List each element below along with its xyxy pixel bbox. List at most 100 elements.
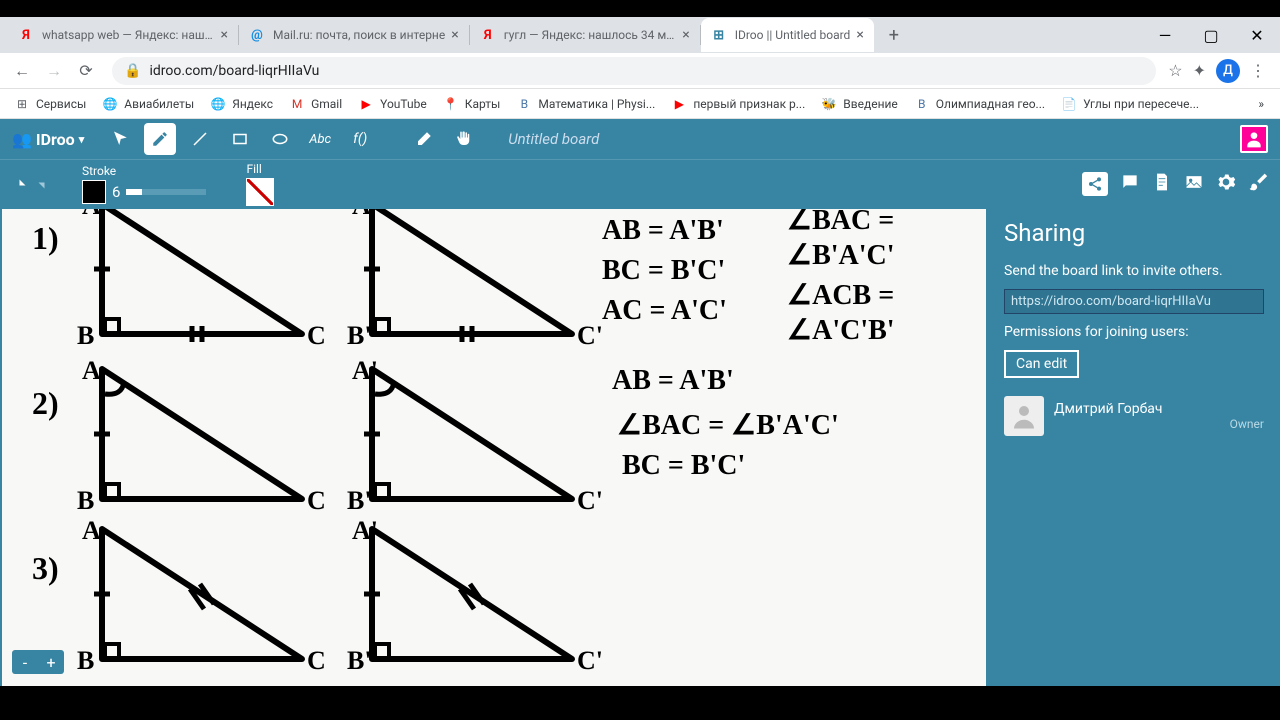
bookmark-item[interactable]: 📄Углы при пересече... (1055, 92, 1205, 116)
permissions-button[interactable]: Can edit (1004, 350, 1079, 378)
close-tab-icon[interactable]: × (451, 27, 458, 43)
image-icon[interactable] (1184, 172, 1204, 196)
bookmark-label: Авиабилеты (124, 97, 194, 111)
close-tab-icon[interactable]: × (856, 27, 863, 43)
close-window-button[interactable]: ✕ (1234, 17, 1280, 53)
svg-text:C': C' (577, 486, 603, 515)
svg-text:AB = A'B': AB = A'B' (602, 215, 724, 246)
back-button[interactable]: ← (8, 57, 36, 85)
favicon: Я (480, 27, 496, 43)
bookmark-item[interactable]: 📍Карты (437, 92, 507, 116)
browser-tab[interactable]: Ягугл — Яндекс: нашлось 34 млн × (470, 18, 700, 52)
bookmark-label: Олимпиадная гео... (936, 97, 1045, 111)
tab-title: IDroo || Untitled board (735, 28, 851, 42)
svg-text:BC = B'C': BC = B'C' (622, 450, 745, 481)
close-tab-icon[interactable]: × (221, 27, 228, 43)
favicon: ⊞ (711, 27, 727, 43)
new-tab-button[interactable]: + (880, 21, 908, 49)
idroo-app: 👥 IDroo ▾ Abc f() Untitled board Stroke … (0, 119, 1280, 686)
bookmark-icon: ▶ (671, 96, 687, 112)
document-icon[interactable] (1152, 172, 1172, 196)
svg-text:C': C' (577, 646, 603, 675)
text-tool[interactable]: Abc (304, 123, 336, 155)
bookmark-icon: 🌐 (102, 96, 118, 112)
reload-button[interactable]: ⟳ (72, 57, 100, 85)
bookmark-label: Математика | Physi... (538, 97, 655, 111)
bookmark-item[interactable]: ⊞Сервисы (8, 92, 92, 116)
svg-text:2): 2) (32, 385, 59, 421)
share-icon[interactable] (1082, 172, 1108, 196)
sharing-description: Send the board link to invite others. (1004, 263, 1264, 279)
close-tab-icon[interactable]: × (682, 27, 689, 43)
bookmark-label: Углы при пересече... (1083, 97, 1199, 111)
zoom-controls: - + (12, 650, 64, 674)
profile-avatar[interactable]: Д (1216, 59, 1240, 83)
arrow-in-icon[interactable] (12, 175, 30, 193)
brush-icon[interactable] (1248, 172, 1268, 196)
browser-tab[interactable]: Яwhatsapp web — Яндекс: нашло× (8, 18, 238, 52)
bookmark-icon: ⊞ (14, 96, 30, 112)
user-row: Дмитрий Горбач Owner (1004, 396, 1264, 436)
arrow-out-icon[interactable] (34, 175, 52, 193)
bookmark-label: Введение (843, 97, 898, 111)
lock-icon: 🔒 (124, 63, 141, 79)
svg-text:C: C (307, 486, 326, 515)
settings-icon[interactable] (1216, 172, 1236, 196)
zoom-in-button[interactable]: + (38, 650, 64, 674)
eraser-tool[interactable] (408, 123, 440, 155)
stroke-color[interactable] (82, 180, 106, 204)
svg-text:∠A'C'B': ∠A'C'B' (787, 315, 895, 346)
bookmark-item[interactable]: ▶первый признак р... (665, 92, 811, 116)
svg-text:B: B (77, 321, 94, 350)
chevron-down-icon: ▾ (79, 133, 85, 146)
browser-tab[interactable]: @ Mail.ru: почта, поиск в интерне × (239, 18, 469, 52)
svg-text:A: A (82, 516, 101, 545)
svg-text:A: A (82, 209, 101, 220)
bookmark-item[interactable]: 🌐Яндекс (204, 92, 279, 116)
bookmark-item[interactable]: 🌐 Авиабилеты (96, 92, 200, 116)
board-title[interactable]: Untitled board (508, 130, 599, 148)
tab-title: гугл — Яндекс: нашлось 34 млн (504, 28, 677, 42)
properties-toolbar: Stroke 6 Fill (0, 159, 1280, 207)
browser-tab[interactable]: ⊞ IDroo || Untitled board × (701, 18, 874, 52)
bookmark-item[interactable]: BМатематика | Physi... (510, 92, 661, 116)
bookmark-item[interactable]: 🐝Введение (815, 92, 904, 116)
fill-color[interactable] (246, 178, 274, 206)
url-input[interactable]: 🔒 idroo.com/board-liqrHIIaVu (112, 57, 1156, 85)
canvas[interactable]: 1)2)3)ABCA'B'C'ABCA'B'C'ABCA'B'C'AB = A'… (2, 209, 986, 686)
svg-text:B': B' (347, 646, 372, 675)
minimize-button[interactable]: — (1142, 17, 1188, 53)
user-avatar[interactable] (1240, 125, 1268, 153)
bookmark-item[interactable]: MGmail (283, 92, 348, 116)
favicon: @ (249, 27, 265, 43)
share-url-input[interactable]: https://idroo.com/board-liqrHIIaVu (1004, 289, 1264, 314)
svg-text:∠BAC = ∠B'A'C': ∠BAC = ∠B'A'C' (617, 410, 839, 441)
sharing-panel: Sharing Send the board link to invite ot… (988, 207, 1280, 686)
formula-tool[interactable]: f() (344, 123, 376, 155)
user-avatar-icon (1004, 396, 1044, 436)
tab-title: Mail.ru: почта, поиск в интерне (273, 28, 445, 42)
select-tool[interactable] (104, 123, 136, 155)
maximize-button[interactable]: ▢ (1188, 17, 1234, 53)
pan-tool[interactable] (448, 123, 480, 155)
menu-icon[interactable]: ⋮ (1250, 61, 1266, 80)
star-icon[interactable]: ☆ (1168, 61, 1182, 80)
forward-button[interactable]: → (40, 57, 68, 85)
logo[interactable]: 👥 IDroo ▾ (12, 130, 84, 149)
zoom-out-button[interactable]: - (12, 650, 38, 674)
bookmarks-overflow[interactable]: » (1250, 97, 1272, 111)
permissions-label: Permissions for joining users: (1004, 324, 1264, 340)
ellipse-tool[interactable] (264, 123, 296, 155)
line-tool[interactable] (184, 123, 216, 155)
bookmark-item[interactable]: BОлимпиадная гео... (908, 92, 1051, 116)
chat-icon[interactable] (1120, 172, 1140, 196)
extensions-icon[interactable]: ✦ (1193, 61, 1206, 80)
url-text: idroo.com/board-liqrHIIaVu (149, 63, 319, 79)
pen-tool[interactable] (144, 123, 176, 155)
stroke-width-value: 6 (112, 183, 120, 201)
stroke-width-slider[interactable] (126, 189, 206, 195)
rectangle-tool[interactable] (224, 123, 256, 155)
bookmark-item[interactable]: ▶YouTube (352, 92, 433, 116)
svg-text:1): 1) (32, 220, 59, 256)
svg-text:A: A (82, 356, 101, 385)
